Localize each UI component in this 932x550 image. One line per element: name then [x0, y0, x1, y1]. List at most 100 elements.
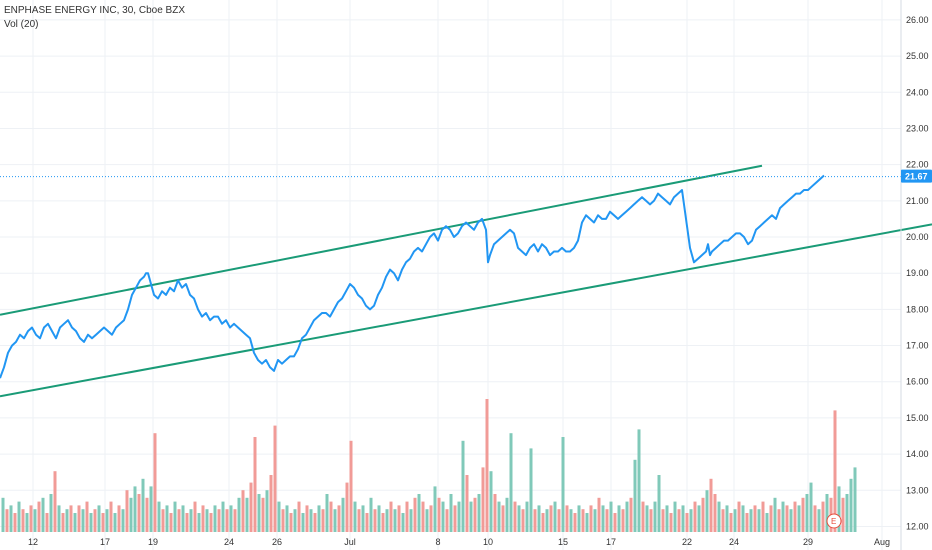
volume-bar: [305, 505, 309, 532]
volume-bar: [93, 509, 97, 532]
trend-channel[interactable]: [0, 164, 932, 398]
chart-legend-title[interactable]: ENPHASE ENERGY INC, 30, Cboe BZX: [4, 5, 185, 16]
y-tick-label: 17.00: [906, 341, 929, 351]
volume-bar: [297, 501, 301, 532]
volume-bar: [497, 501, 501, 532]
volume-bar: [785, 505, 789, 532]
volume-bar: [821, 501, 825, 532]
volume-bar: [429, 505, 433, 532]
volume-bar: [749, 509, 753, 532]
y-tick-label: 22.00: [906, 160, 929, 170]
volume-bar: [477, 494, 481, 532]
volume-bar: [609, 501, 613, 532]
volume-bar: [737, 501, 741, 532]
volume-bar: [245, 497, 249, 532]
x-tick-label: 24: [729, 537, 739, 547]
volume-bar: [253, 437, 257, 532]
volume-bar: [85, 501, 89, 532]
volume-bar: [173, 501, 177, 532]
volume-bar: [153, 433, 157, 532]
channel-upper-line[interactable]: [0, 164, 763, 316]
volume-bar: [837, 486, 841, 532]
earnings-marker[interactable]: E: [826, 513, 842, 529]
time-axis[interactable]: 12 17 19 24 26 Jul 8 10 15 17 22 24 29 Aug: [28, 537, 890, 547]
volume-bar: [601, 505, 605, 532]
price-line: [0, 174, 825, 379]
volume-bar: [349, 440, 353, 532]
volume-bar: [633, 459, 637, 532]
volume-bar: [685, 513, 689, 532]
volume-bar: [377, 505, 381, 532]
y-tick-label: 24.00: [906, 87, 929, 97]
volume-bar: [145, 497, 149, 532]
y-tick-label: 19.00: [906, 268, 929, 278]
volume-bar: [593, 509, 597, 532]
volume-bar: [625, 501, 629, 532]
volume-bar: [813, 505, 817, 532]
volume-bar: [53, 471, 57, 532]
volume-bar: [649, 509, 653, 532]
volume-bar: [357, 509, 361, 532]
x-tick-label: 17: [606, 537, 616, 547]
volume-bar: [209, 513, 213, 532]
volume-bar: [777, 509, 781, 532]
volume-bar: [161, 509, 165, 532]
volume-bar: [341, 497, 345, 532]
volume-bar: [5, 509, 9, 532]
x-tick-label: Jul: [344, 537, 356, 547]
volume-bar: [105, 509, 109, 532]
channel-lower-line[interactable]: [0, 223, 932, 398]
volume-bar: [437, 497, 441, 532]
volume-bar: [501, 505, 505, 532]
volume-bar: [753, 505, 757, 532]
volume-bar: [25, 513, 29, 532]
y-tick-label: 13.00: [906, 485, 929, 495]
y-tick-label: 21.00: [906, 196, 929, 206]
volume-bar: [693, 501, 697, 532]
volume-bar: [433, 486, 437, 532]
volume-bar: [133, 486, 137, 532]
price-axis[interactable]: 26.00 25.00 24.00 23.00 22.00 21.00 20.00 19.00…: [900, 0, 929, 550]
volume-bar: [793, 501, 797, 532]
volume-bar: [17, 501, 21, 532]
volume-bar: [237, 497, 241, 532]
volume-bar: [101, 513, 105, 532]
volume-indicator-label[interactable]: Vol (20): [4, 19, 39, 30]
volume-bar: [589, 505, 593, 532]
volume-bar: [121, 509, 125, 532]
volume-bar: [489, 471, 493, 532]
volume-bar: [541, 513, 545, 532]
volume-bar: [225, 509, 229, 532]
y-tick-label: 25.00: [906, 51, 929, 61]
volume-bar: [413, 497, 417, 532]
volume-bar: [485, 399, 489, 532]
volume-bar: [645, 505, 649, 532]
volume-bar: [661, 509, 665, 532]
volume-bar: [453, 505, 457, 532]
volume-bar: [721, 509, 725, 532]
volume-bar: [149, 486, 153, 532]
volume-bar: [293, 509, 297, 532]
volume-bar: [697, 505, 701, 532]
volume-bar: [445, 509, 449, 532]
volume-bar: [825, 494, 829, 532]
volume-bar: [405, 501, 409, 532]
y-tick-label: 12.00: [906, 521, 929, 531]
volume-bar: [505, 497, 509, 532]
volume-bar: [65, 509, 69, 532]
volume-bar: [725, 505, 729, 532]
volume-bar: [165, 505, 169, 532]
volume-bar: [621, 509, 625, 532]
volume-bar: [1, 497, 5, 532]
x-tick-label: 15: [558, 537, 568, 547]
volume-bar: [337, 505, 341, 532]
volume-bar: [9, 505, 13, 532]
volume-bar: [553, 501, 557, 532]
volume-bar: [29, 505, 33, 532]
volume-bar: [713, 494, 717, 532]
x-tick-label: 10: [483, 537, 493, 547]
volume-bar: [569, 509, 573, 532]
volume-bar: [13, 513, 17, 532]
volume-bar: [289, 513, 293, 532]
